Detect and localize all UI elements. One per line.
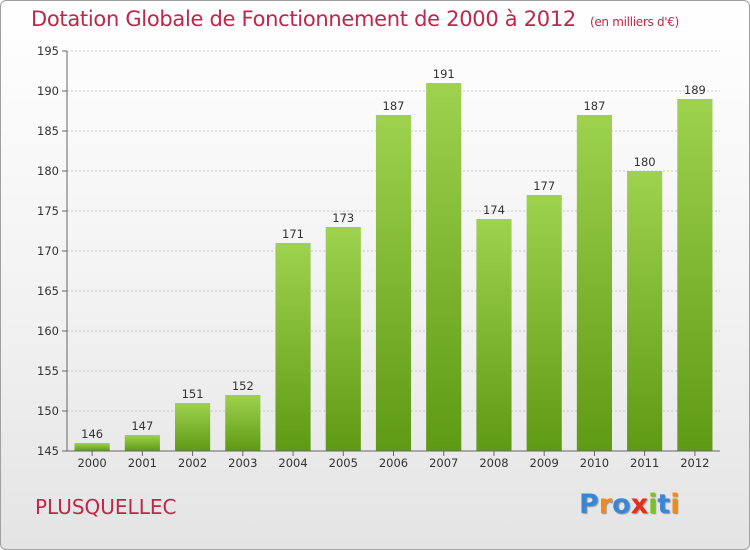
bars (74, 83, 713, 451)
y-tick-label: 175 (37, 204, 59, 218)
bar (426, 83, 462, 451)
y-tick-label: 160 (37, 324, 59, 338)
data-label: 177 (533, 179, 555, 193)
y-tick-label: 165 (37, 284, 59, 298)
data-label: 187 (383, 99, 405, 113)
x-tick-label: 2004 (278, 456, 307, 470)
logo-letter: i (670, 489, 680, 520)
axes: 145 150 155 160 165 170 175 180 185 190 195 (37, 44, 720, 458)
x-tick-label: 2007 (429, 456, 458, 470)
logo-letter: x (630, 489, 649, 520)
data-label: 173 (332, 211, 354, 225)
data-label: 147 (131, 419, 153, 433)
y-tick-label: 145 (37, 444, 59, 458)
bar (526, 195, 562, 451)
chart-unit: (en milliers d'€) (589, 15, 679, 29)
bar (677, 99, 713, 451)
chart-title: Dotation Globale de Fonctionnement de 20… (31, 7, 679, 31)
x-tick-label: 2001 (128, 456, 157, 470)
bar (275, 243, 311, 451)
data-label: 152 (232, 379, 254, 393)
data-label: 151 (182, 387, 204, 401)
data-label: 174 (483, 203, 505, 217)
data-label: 171 (282, 227, 304, 241)
labels: 146 2000 147 2001 151 2002 152 2003 171 2004 173 20… (77, 67, 709, 470)
bar (476, 219, 512, 451)
x-tick-label: 2011 (630, 456, 659, 470)
chart-title-text: Dotation Globale de Fonctionnement de 20… (31, 7, 576, 31)
x-tick-label: 2005 (329, 456, 358, 470)
logo-letter: t (657, 489, 671, 520)
bar (325, 227, 361, 451)
proxiti-logo: Proxiti (579, 489, 680, 520)
y-tick-label: 185 (37, 124, 59, 138)
bar (174, 403, 211, 451)
y-tick-label: 155 (37, 364, 59, 378)
x-tick-label: 2002 (178, 456, 207, 470)
bar (627, 171, 663, 451)
y-tick-label: 180 (37, 164, 59, 178)
x-tick-label: 2008 (479, 456, 508, 470)
x-tick-label: 2000 (77, 456, 106, 470)
data-label: 189 (684, 83, 706, 97)
y-tick-label: 190 (37, 84, 59, 98)
commune-name: PLUSQUELLEC (35, 495, 177, 519)
data-label: 180 (634, 155, 656, 169)
bar (576, 115, 613, 451)
logo-letter: P (579, 489, 599, 520)
bar (124, 435, 160, 451)
data-label: 191 (433, 67, 455, 81)
data-label: 146 (81, 427, 103, 441)
logo-letter: o (612, 489, 631, 520)
x-tick-label: 2012 (680, 456, 709, 470)
bar (375, 115, 412, 451)
y-tick-label: 170 (37, 244, 59, 258)
y-tick-label: 195 (37, 44, 59, 58)
x-tick-label: 2003 (228, 456, 257, 470)
bar (74, 443, 110, 451)
x-tick-label: 2009 (530, 456, 559, 470)
bar (225, 395, 261, 451)
logo-letter: r (598, 489, 613, 520)
y-tick-label: 150 (37, 404, 59, 418)
x-tick-label: 2010 (580, 456, 609, 470)
logo-letter: i (648, 489, 658, 520)
x-tick-label: 2006 (379, 456, 408, 470)
data-label: 187 (583, 99, 605, 113)
